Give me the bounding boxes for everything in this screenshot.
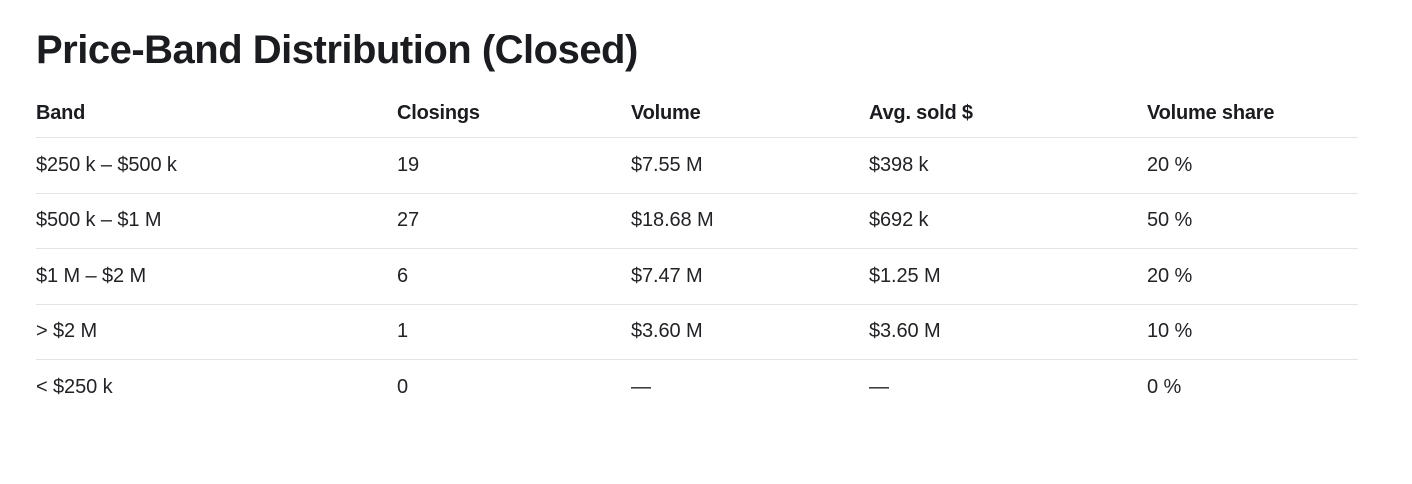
cell-avg-sold: $398 k	[869, 153, 929, 176]
table-row: $250 k – $500 k 19 $7.55 M $398 k 20 %	[36, 138, 1358, 194]
cell-avg-sold: $3.60 M	[869, 320, 941, 343]
column-header-closings: Closings	[397, 101, 480, 124]
cell-avg-sold: $1.25 M	[869, 264, 941, 287]
table-row: $1 M – $2 M 6 $7.47 M $1.25 M 20 %	[36, 249, 1358, 305]
cell-volume: $7.47 M	[631, 264, 703, 287]
cell-avg-sold: $692 k	[869, 209, 929, 232]
column-header-avg-sold: Avg. sold $	[869, 101, 973, 124]
column-header-volume-share: Volume share	[1147, 101, 1275, 124]
cell-volume-share: 20 %	[1147, 153, 1193, 176]
table-row: > $2 M 1 $3.60 M $3.60 M 10 %	[36, 305, 1358, 360]
cell-volume-share: 20 %	[1147, 264, 1193, 287]
price-band-table: Band Closings Volume Avg. sold $ Volume …	[36, 89, 1358, 415]
cell-closings: 6	[397, 264, 409, 287]
cell-band: $500 k – $1 M	[36, 209, 162, 232]
cell-volume: $18.68 M	[631, 209, 714, 232]
cell-closings: 1	[397, 320, 409, 343]
cell-band: $1 M – $2 M	[36, 264, 147, 287]
cell-volume-share: 50 %	[1147, 209, 1193, 232]
cell-avg-sold: —	[869, 375, 889, 398]
column-header-volume: Volume	[631, 101, 701, 124]
cell-band: > $2 M	[36, 320, 98, 343]
page-title: Price-Band Distribution (Closed)	[36, 28, 638, 72]
cell-closings: 27	[397, 209, 420, 232]
column-header-band: Band	[36, 101, 86, 124]
cell-closings: 19	[397, 153, 420, 176]
table-row: < $250 k 0 — — 0 %	[36, 360, 1358, 415]
cell-closings: 0	[397, 375, 409, 398]
cell-volume-share: 10 %	[1147, 320, 1193, 343]
cell-band: < $250 k	[36, 375, 113, 398]
table-header-row: Band Closings Volume Avg. sold $ Volume …	[36, 89, 1358, 138]
table-row: $500 k – $1 M 27 $18.68 M $692 k 50 %	[36, 194, 1358, 249]
cell-volume: —	[631, 375, 651, 398]
cell-volume: $7.55 M	[631, 153, 703, 176]
cell-volume: $3.60 M	[631, 320, 703, 343]
cell-volume-share: 0 %	[1147, 375, 1182, 398]
cell-band: $250 k – $500 k	[36, 153, 177, 176]
